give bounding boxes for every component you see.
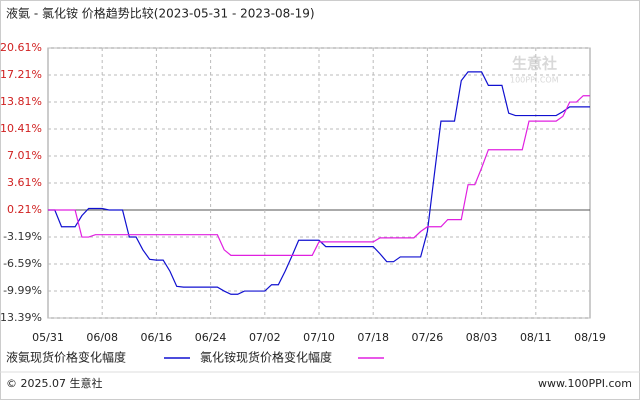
watermark: 100PPI.COM <box>510 76 559 85</box>
y-tick-label: -9.99% <box>3 284 42 297</box>
y-tick-label: 7.01% <box>7 149 42 162</box>
series-line <box>48 95 590 256</box>
watermark: 生意社 <box>512 55 557 73</box>
x-tick-label: 07/26 <box>412 331 444 344</box>
y-tick-label: 10.41% <box>0 122 42 135</box>
x-tick-label: 08/03 <box>466 331 498 344</box>
y-tick-label: 17.21% <box>0 68 42 81</box>
legend-label: 氯化铵现货价格变化幅度 <box>200 350 332 365</box>
footer-right: www.100PPI.com <box>538 377 632 390</box>
x-tick-label: 06/24 <box>195 331 227 344</box>
chart-title: 液氨 - 氯化铵 价格趋势比较(2023-05-31 - 2023-08-19) <box>6 6 315 21</box>
y-tick-label: -13.39% <box>0 311 42 324</box>
y-tick-label: 0.21% <box>7 203 42 216</box>
series-line <box>48 71 590 295</box>
y-tick-label: -3.19% <box>3 230 42 243</box>
x-tick-label: 07/02 <box>249 331 281 344</box>
x-tick-label: 05/31 <box>32 331 64 344</box>
x-tick-label: 08/19 <box>574 331 606 344</box>
y-tick-label: -6.59% <box>3 257 42 270</box>
x-tick-label: 07/10 <box>303 331 335 344</box>
x-tick-label: 06/16 <box>141 331 173 344</box>
x-tick-label: 06/08 <box>86 331 118 344</box>
y-tick-label: 13.81% <box>0 95 42 108</box>
y-tick-label: 3.61% <box>7 176 42 189</box>
legend-label: 液氨现货价格变化幅度 <box>6 350 126 365</box>
x-tick-label: 07/18 <box>357 331 389 344</box>
y-tick-label: 20.61% <box>0 41 42 54</box>
x-tick-label: 08/11 <box>520 331 552 344</box>
footer-left: © 2025.07 生意社 <box>6 376 102 390</box>
